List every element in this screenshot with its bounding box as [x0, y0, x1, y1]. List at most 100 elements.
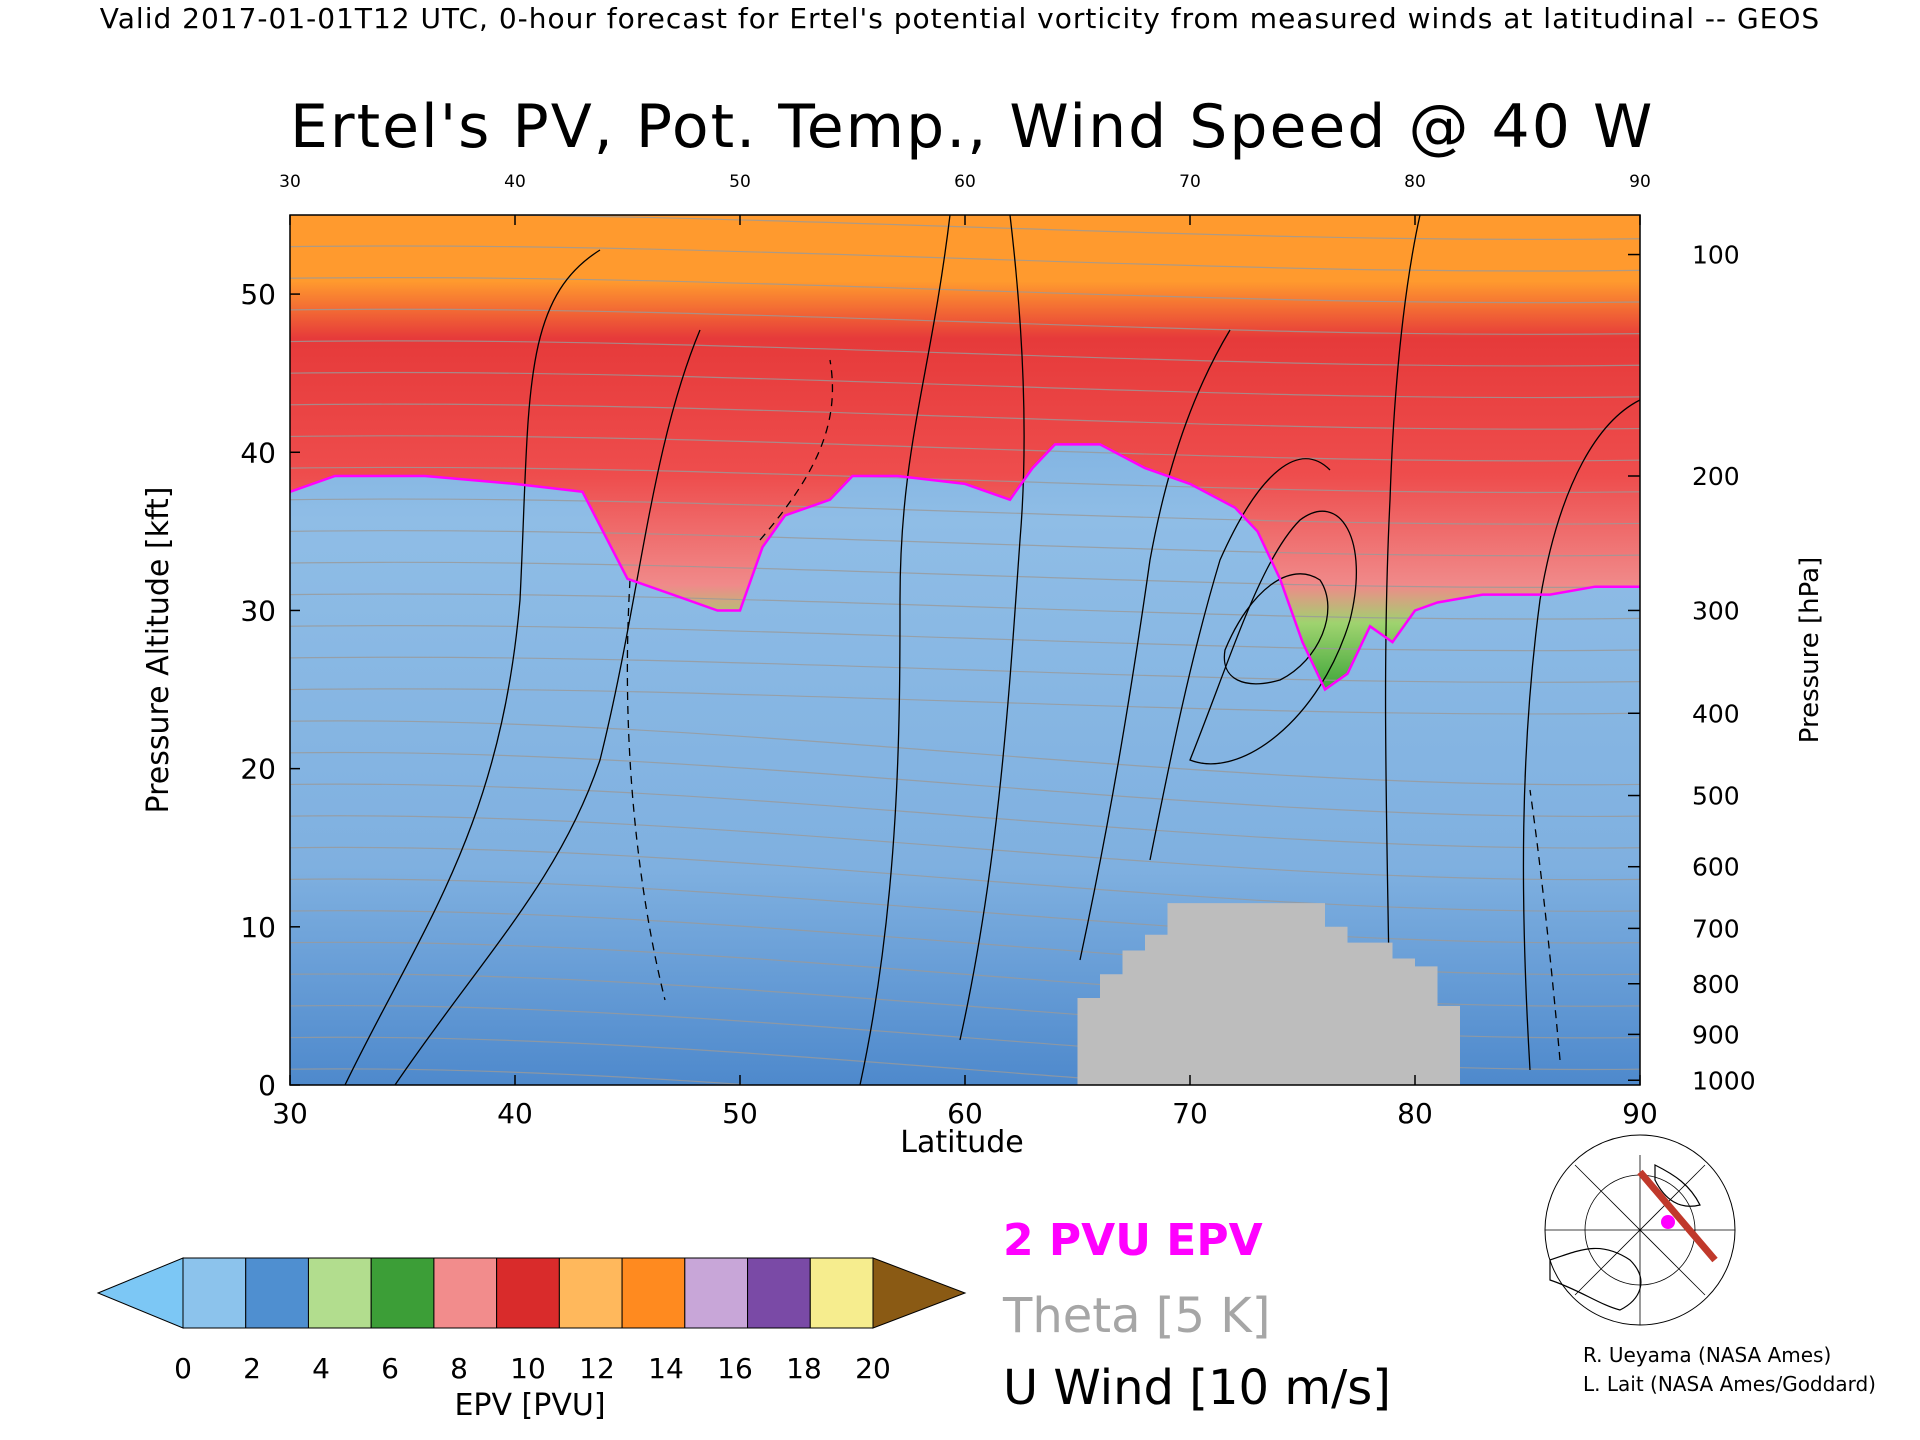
theta-contour	[290, 751, 1640, 818]
colorbar-swatch	[307, 1257, 372, 1329]
colorbar-swatch	[558, 1257, 623, 1329]
epv-colorbar: 0 2 4 6 8 10 12 14 16 18 20	[96, 1257, 967, 1385]
theta-contour	[290, 466, 1640, 494]
colorbar-tick-label: 0	[174, 1352, 192, 1385]
theta-contour	[290, 403, 1640, 430]
u-wind-contour-neg10-north	[1529, 789, 1561, 1061]
x-tick-label-top: 70	[1179, 172, 1201, 192]
greenland-outline	[1654, 1164, 1701, 1207]
theta-contour	[290, 624, 1640, 652]
colorbar-tick-label: 4	[312, 1352, 330, 1385]
u-wind-contour-50	[1149, 458, 1331, 861]
u-wind-contour-10-north	[1522, 399, 1640, 1071]
y-tick-label: 50	[240, 278, 276, 311]
colorbar-label: EPV [PVU]	[454, 1388, 605, 1423]
theta-contour	[290, 910, 1640, 976]
theta-contour	[290, 878, 1640, 944]
colorbar-swatch	[433, 1257, 498, 1329]
north-america-outline	[1549, 1247, 1642, 1311]
colorbar-tick-label: 10	[510, 1352, 546, 1385]
colorbar-swatch	[370, 1257, 435, 1329]
theta-contour	[290, 720, 1640, 786]
pressure-tick-label: 700	[1692, 914, 1740, 943]
x-tick-label: 30	[272, 1097, 308, 1130]
u-wind-contour-10	[394, 329, 701, 1085]
colorbar-under-arrow	[96, 1257, 184, 1329]
pressure-tick-label: 900	[1692, 1020, 1740, 1049]
theta-contour	[290, 308, 1640, 335]
colorbar-swatch	[747, 1257, 811, 1329]
colorbar-tick-label: 20	[855, 1352, 891, 1385]
colorbar-swatch	[496, 1257, 560, 1329]
colorbar-tick-label: 8	[450, 1352, 468, 1385]
u-wind-contour-70	[1223, 573, 1329, 685]
colorbar-tick-label: 14	[648, 1352, 684, 1385]
x-tick-label-top: 50	[729, 172, 751, 192]
locator-map-inset	[1544, 1134, 1736, 1326]
theta-contour	[290, 498, 1640, 525]
colorbar-tick-label: 16	[717, 1352, 753, 1385]
y-tick-label: 20	[240, 753, 276, 786]
x-axis-label: Latitude	[900, 1125, 1023, 1160]
theta-contour	[290, 340, 1640, 367]
y-tick-label: 30	[240, 594, 276, 627]
pressure-tick-label: 600	[1692, 853, 1740, 882]
x-tick-label: 50	[722, 1097, 758, 1130]
y-tick-label: 0	[258, 1069, 276, 1102]
x-tick-label-top: 60	[954, 172, 976, 192]
theta-contour	[290, 245, 1640, 272]
x-tick-label: 70	[1172, 1097, 1208, 1130]
colorbar-swatch	[684, 1257, 749, 1329]
terrain-mask	[1077, 903, 1460, 1085]
legend-u-wind: U Wind [10 m/s]	[1003, 1360, 1392, 1416]
colorbar-tick-label: 18	[786, 1352, 822, 1385]
pressure-tick-label: 500	[1692, 782, 1740, 811]
x-tick-label: 60	[947, 1097, 983, 1130]
theta-contour	[290, 941, 1640, 1007]
pressure-tick-label: 800	[1692, 970, 1740, 999]
u-wind-contour-neg10	[626, 579, 666, 1001]
u-wind-contour-60	[1189, 510, 1358, 765]
u-wind-contour-20	[859, 215, 951, 1085]
theta-contour	[290, 593, 1640, 620]
plot-area	[290, 215, 1640, 1085]
theta-contour	[290, 656, 1640, 683]
pressure-tick-label: 100	[1692, 241, 1740, 270]
u-wind-contour-30	[959, 215, 1025, 1041]
x-tick-label-top: 30	[279, 172, 301, 192]
reference-point-marker	[1661, 1215, 1675, 1229]
chart-title: Ertel's PV, Pot. Temp., Wind Speed @ 40 …	[290, 92, 1655, 162]
u-wind-contours	[344, 215, 1640, 1085]
colorbar-swatch	[621, 1257, 686, 1329]
theta-contour	[290, 530, 1640, 557]
x-tick-label-top: 40	[504, 172, 526, 192]
theta-contour	[290, 1036, 1188, 1085]
credit-lait: L. Lait (NASA Ames/Goddard)	[1583, 1372, 1876, 1396]
u-wind-contour-40	[1079, 329, 1231, 961]
y-axis-label: Pressure Altitude [kft]	[141, 487, 176, 814]
theta-contour	[290, 815, 1640, 881]
x-tick-label: 80	[1397, 1097, 1433, 1130]
valid-time-caption: Valid 2017-01-01T12 UTC, 0-hour forecast…	[99, 2, 1821, 35]
credit-ueyama: R. Ueyama (NASA Ames)	[1583, 1343, 1832, 1367]
theta-contour	[290, 276, 1640, 304]
x-tick-label: 40	[497, 1097, 533, 1130]
u-wind-contour-0-north	[1384, 215, 1421, 1085]
colorbar-swatch	[245, 1257, 309, 1329]
x-tick-label-top: 90	[1629, 172, 1651, 192]
axes: 3030404050506060707080809090010203040501…	[240, 172, 1755, 1130]
colorbar-over-arrow	[872, 1257, 967, 1329]
x-tick-label-top: 80	[1404, 172, 1426, 192]
colorbar-swatch	[182, 1257, 247, 1329]
epv-2pvu-contour	[290, 443, 1640, 692]
pressure-axis-label: Pressure [hPa]	[1795, 557, 1825, 744]
legend-theta: Theta [5 K]	[1003, 1288, 1271, 1344]
u-wind-contour-0	[344, 249, 601, 1085]
colorbar-tick-label: 12	[579, 1352, 615, 1385]
cross-section-track	[1637, 1169, 1718, 1263]
pressure-tick-label: 200	[1692, 462, 1740, 491]
theta-contour	[290, 1068, 760, 1085]
y-tick-label: 10	[240, 911, 276, 944]
pressure-tick-label: 1000	[1692, 1066, 1756, 1095]
